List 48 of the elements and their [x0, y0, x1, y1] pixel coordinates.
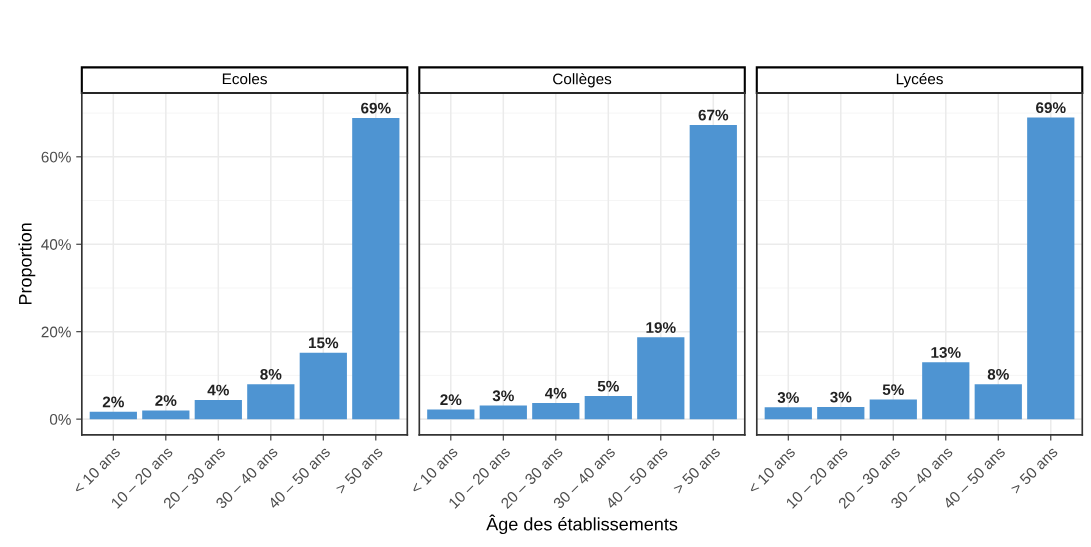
y-tick-label: 0% — [49, 413, 71, 425]
x-tick-label: > 50 ans — [334, 445, 384, 495]
data-label: 13% — [931, 347, 961, 358]
data-label: 4% — [544, 387, 567, 399]
bar — [637, 337, 685, 420]
data-label: 3% — [777, 392, 799, 403]
data-label: 4% — [207, 384, 229, 396]
bar — [974, 384, 1022, 420]
bar — [352, 117, 400, 420]
data-label: 67% — [698, 109, 729, 121]
data-label: 3% — [830, 391, 852, 403]
data-label: 69% — [1036, 102, 1066, 114]
data-label: 15% — [308, 337, 339, 349]
data-label: 2% — [102, 396, 124, 408]
chart-title: Lycées — [896, 72, 943, 88]
y-tick-label: 20% — [41, 326, 71, 338]
bar — [1027, 117, 1075, 420]
bar — [532, 402, 580, 420]
data-label: 19% — [646, 322, 676, 333]
bar — [689, 124, 737, 420]
data-label: 2% — [155, 395, 177, 406]
x-axis-title: Âge des établissements — [486, 514, 678, 535]
bar — [142, 410, 190, 420]
bar — [247, 384, 295, 420]
data-label: 3% — [492, 390, 514, 402]
data-label: 2% — [440, 394, 462, 406]
data-label: 8% — [260, 368, 282, 380]
bar — [869, 399, 917, 420]
chart-title: Collèges — [553, 72, 612, 88]
y-tick-label: 40% — [41, 239, 71, 250]
bar — [584, 395, 632, 420]
bar — [194, 399, 242, 420]
data-label: 5% — [597, 380, 619, 392]
bar — [817, 406, 865, 420]
data-label: 69% — [361, 102, 391, 114]
x-tick-label: > 50 ans — [672, 445, 721, 495]
bar — [479, 405, 527, 420]
bar — [299, 352, 347, 420]
bar — [764, 407, 812, 420]
y-axis-title: Proportion — [18, 223, 36, 305]
data-label: 5% — [882, 384, 904, 396]
bar — [922, 362, 970, 420]
y-tick-label: 60% — [41, 151, 71, 163]
bar — [89, 411, 137, 420]
chart-title: Ecoles — [222, 73, 267, 85]
bar — [427, 409, 475, 420]
x-tick-label: > 50 ans — [1009, 445, 1059, 495]
data-label: 8% — [987, 368, 1009, 380]
